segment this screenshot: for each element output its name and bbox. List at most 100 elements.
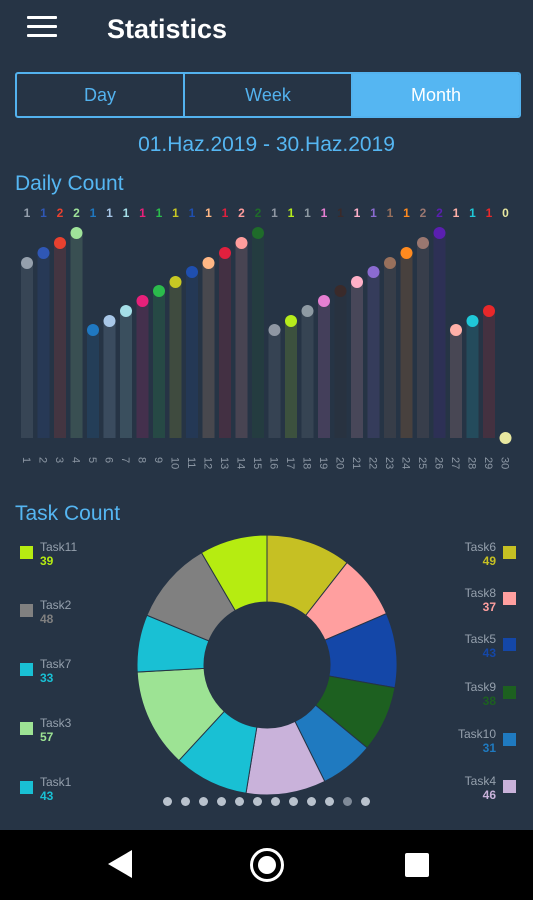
page-dot[interactable]	[235, 797, 244, 806]
daily-value-dot	[417, 237, 429, 249]
page-dot[interactable]	[199, 797, 208, 806]
legend-value: 31	[482, 741, 496, 755]
daily-count-title: Daily Count	[15, 172, 124, 195]
page-dot[interactable]	[163, 797, 172, 806]
daily-value-label: 2	[436, 206, 443, 220]
legend-value: 38	[482, 694, 496, 708]
task-count-title: Task Count	[15, 502, 121, 525]
daily-value-dot	[268, 324, 281, 336]
day-tick-label: 29	[482, 457, 494, 469]
daily-value-dot	[466, 315, 479, 327]
daily-bar	[169, 282, 182, 438]
daily-value-label: 1	[139, 206, 146, 220]
daily-value-label: 2	[238, 206, 245, 220]
daily-value-label: 1	[453, 206, 460, 220]
page-dot[interactable]	[289, 797, 298, 806]
daily-bar	[433, 233, 446, 438]
daily-value-dot	[103, 315, 116, 327]
legend-value: 43	[40, 789, 54, 803]
daily-value-label: 1	[222, 206, 229, 220]
day-tick-label: 12	[202, 457, 214, 469]
day-tick-label: 25	[416, 457, 428, 469]
daily-bar-group: 1 22	[367, 206, 380, 469]
page-dot[interactable]	[361, 797, 370, 806]
daily-value-dot	[70, 227, 83, 239]
legend-label: Task8	[464, 586, 496, 600]
hamburger-menu-icon[interactable]	[27, 16, 57, 40]
back-triangle-icon[interactable]	[108, 850, 132, 878]
page-dot[interactable]	[307, 797, 316, 806]
legend-swatch	[20, 663, 33, 676]
daily-bar	[483, 311, 495, 438]
daily-value-dot	[433, 227, 446, 239]
legend-value: 57	[40, 730, 54, 744]
tab-week[interactable]: Week	[185, 74, 353, 116]
daily-bar-group: 1 13	[218, 206, 231, 469]
daily-value-dot	[87, 324, 99, 336]
legend-value: 48	[40, 612, 54, 626]
daily-value-dot	[235, 237, 248, 249]
legend-value: 46	[482, 788, 496, 802]
legend-value: 39	[40, 554, 54, 568]
daily-bar-group: 1 17	[284, 206, 297, 469]
daily-bar	[54, 243, 66, 438]
daily-bar	[103, 321, 116, 438]
legend-value: 33	[40, 671, 54, 685]
daily-bar	[136, 301, 149, 438]
daily-value-label: 1	[288, 206, 295, 220]
app-bar: Statistics	[0, 0, 533, 60]
page-dot[interactable]	[271, 797, 280, 806]
daily-bar-group: 0 30	[499, 206, 512, 469]
daily-bar-group: 111	[185, 206, 198, 468]
page-dot[interactable]	[343, 797, 352, 806]
daily-value-dot	[318, 295, 330, 307]
page-dot[interactable]	[181, 797, 190, 806]
period-selector: Day Week Month	[15, 72, 521, 118]
daily-bar	[466, 321, 479, 438]
daily-bar-group: 16	[103, 206, 116, 463]
daily-value-dot	[252, 227, 264, 239]
day-tick-label: 8	[136, 457, 148, 463]
legend-label: Task6	[464, 540, 496, 554]
day-tick-label: 15	[251, 457, 263, 469]
daily-value-label: 2	[73, 206, 80, 220]
daily-bar-group: 23	[53, 206, 66, 463]
daily-bar	[37, 253, 50, 438]
daily-bar	[252, 233, 264, 438]
home-circle-icon[interactable]	[250, 848, 284, 882]
daily-value-label: 1	[271, 206, 278, 220]
daily-bar	[70, 233, 83, 438]
daily-value-dot	[202, 257, 215, 269]
daily-bar	[450, 330, 462, 438]
daily-value-dot	[367, 266, 380, 278]
page-dot[interactable]	[217, 797, 226, 806]
day-tick-label: 30	[499, 457, 511, 469]
day-tick-label: 21	[350, 457, 362, 469]
daily-bar	[417, 243, 429, 438]
system-nav-bar	[0, 830, 533, 900]
day-tick-label: 16	[268, 457, 280, 469]
daily-value-dot	[37, 247, 50, 259]
daily-bar-group: 11	[20, 206, 33, 463]
tab-day[interactable]: Day	[17, 74, 185, 116]
donut-slice-task11[interactable]	[200, 534, 268, 612]
legend-swatch	[503, 733, 516, 746]
page-dot[interactable]	[325, 797, 334, 806]
tab-month[interactable]: Month	[353, 74, 519, 116]
recent-apps-square-icon[interactable]	[405, 853, 429, 877]
daily-value-dot	[351, 276, 363, 288]
page-title: Statistics	[107, 14, 228, 44]
daily-value-dot	[384, 257, 396, 269]
daily-bar	[219, 253, 231, 438]
day-tick-label: 1	[20, 457, 32, 463]
day-tick-label: 26	[433, 457, 445, 469]
day-tick-label: 22	[367, 457, 379, 469]
daily-value-dot	[483, 305, 495, 317]
daily-bar-group: 18	[136, 206, 149, 463]
daily-value-dot	[54, 237, 66, 249]
day-tick-label: 11	[185, 457, 197, 468]
daily-bar-group: 1 29	[482, 206, 495, 469]
daily-value-dot	[153, 285, 165, 297]
daily-value-label: 1	[24, 206, 31, 220]
page-dot[interactable]	[253, 797, 262, 806]
